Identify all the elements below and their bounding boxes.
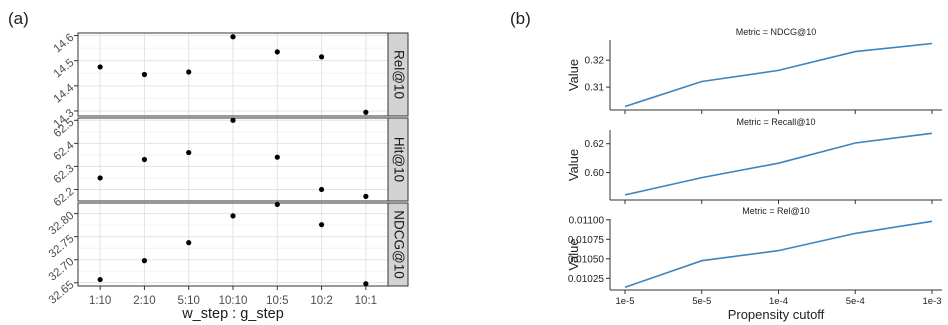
data-point: [230, 213, 236, 219]
facet-title: Metric = Rel@10: [742, 206, 809, 216]
facet-title: Metric = Recall@10: [737, 117, 816, 127]
data-point: [274, 154, 280, 160]
facet-strip-label: Rel@10: [392, 50, 407, 99]
x-axis-title: w_step : g_step: [181, 306, 284, 322]
data-point: [186, 240, 192, 246]
x-tick-label: 1e-3: [922, 296, 941, 307]
x-tick-label: 5e-4: [846, 296, 865, 307]
facet-strip-label: NDCG@10: [392, 210, 407, 278]
y-tick-label: 32.65: [47, 279, 77, 307]
series-line: [624, 42, 933, 108]
facet-strip-label: Hit@10: [392, 137, 407, 182]
y-tick-label: 0.01025: [568, 274, 605, 285]
data-point: [230, 117, 236, 123]
y-tick-label: 32.75: [47, 233, 77, 261]
x-tick-label: 1e-5: [615, 296, 634, 307]
data-point: [318, 54, 325, 60]
data-point: [318, 222, 325, 228]
x-tick-label: 5e-5: [692, 296, 711, 307]
data-point: [363, 193, 369, 199]
facet-line-chart: Metric = NDCG@10 0.31 0.32 Value Metric = Re…: [566, 27, 942, 322]
panel-b-label: (b): [510, 9, 531, 28]
y-axis-title: Value: [566, 149, 581, 181]
x-axis-title: Propensity cutoff: [728, 307, 825, 322]
data-point: [186, 149, 192, 156]
y-tick-label: 14.4: [52, 82, 77, 106]
data-point: [141, 258, 148, 264]
x-tick-label: 10:5: [266, 295, 288, 307]
data-point: [363, 109, 369, 115]
data-point: [274, 201, 280, 207]
series-line: [624, 132, 933, 196]
data-point: [318, 186, 325, 193]
data-point: [97, 175, 103, 181]
y-tick-label: 32.70: [47, 256, 77, 284]
x-tick-label: 10:2: [310, 295, 332, 307]
facet-strip: [387, 32, 409, 117]
facet-scatter-chart: 14.314.414.514.6Rel@1062.262.362.462.5Hi…: [47, 32, 409, 322]
series-line: [624, 220, 933, 289]
data-point: [363, 281, 369, 287]
y-tick-label: 0.01050: [568, 254, 605, 265]
y-tick-label: 62.2: [52, 186, 77, 210]
data-point: [274, 49, 280, 55]
data-point: [97, 64, 103, 70]
data-point: [186, 69, 192, 75]
panel-a-label: (a): [8, 9, 29, 28]
facet-title: Metric = NDCG@10: [736, 27, 816, 37]
x-tick-label: 10:10: [219, 295, 248, 307]
y-tick-label: 32.80: [47, 210, 77, 238]
y-tick-label: 0.01075: [568, 235, 605, 246]
facet-strip: [387, 202, 409, 287]
y-tick-label: 0.31: [585, 83, 605, 94]
y-tick-label: 14.6: [52, 32, 77, 56]
x-tick-label: 1e-4: [769, 296, 788, 307]
y-tick-label: 14.5: [52, 57, 77, 81]
y-axis-title: Value: [566, 59, 581, 91]
y-tick-label: 0.01100: [569, 215, 605, 226]
data-point: [230, 34, 236, 40]
y-tick-label: 62.3: [52, 163, 77, 187]
y-tick-label: 0.32: [585, 56, 605, 67]
x-tick-label: 10:1: [355, 295, 377, 307]
data-point: [141, 71, 148, 78]
data-point: [97, 276, 103, 283]
x-tick-label: 1:10: [89, 295, 111, 307]
x-tick-label: 5:10: [178, 295, 200, 307]
y-tick-label: 62.4: [52, 139, 77, 163]
y-axis-title: Value: [566, 238, 581, 270]
y-tick-label: 0.62: [585, 139, 605, 150]
x-tick-label: 2:10: [133, 295, 155, 307]
facet-strip: [387, 117, 409, 202]
y-tick-label: 0.60: [585, 168, 605, 179]
data-point: [141, 156, 148, 163]
